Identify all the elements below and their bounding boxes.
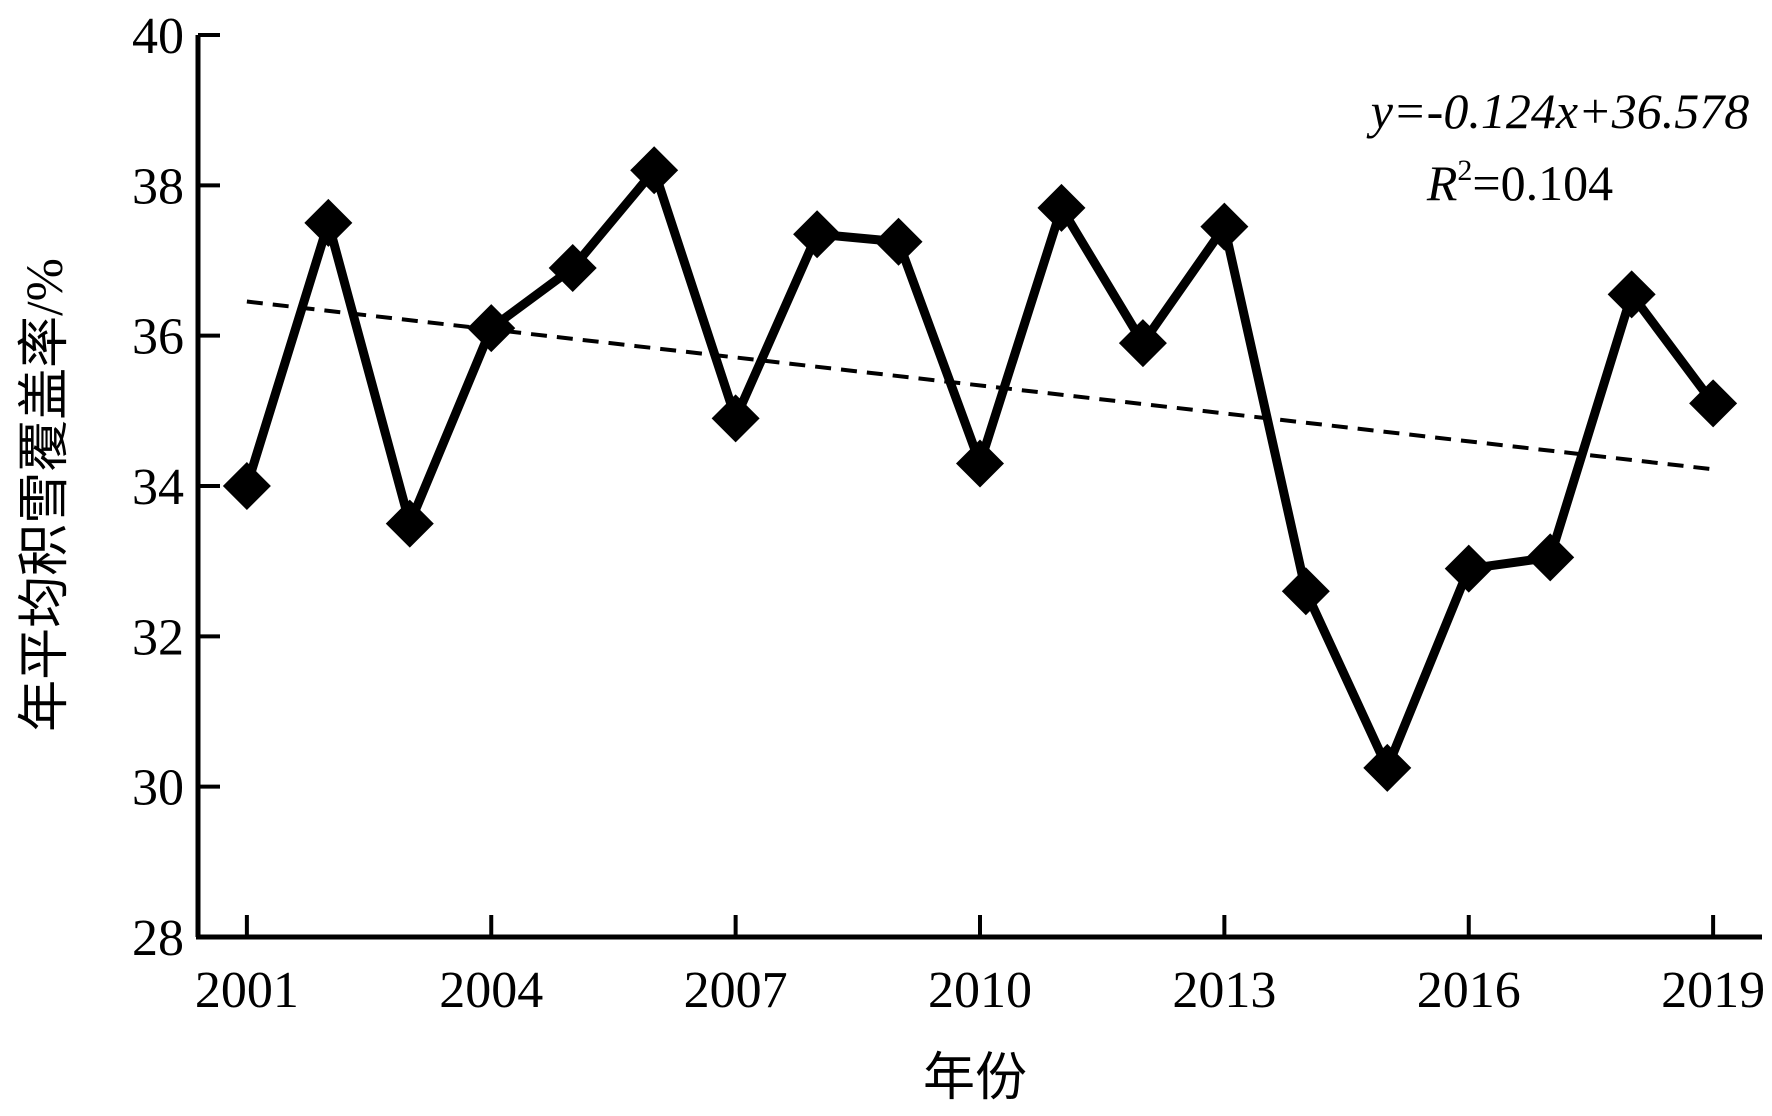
data-point-marker xyxy=(1118,319,1167,368)
data-point-marker xyxy=(874,217,923,266)
data-point-marker xyxy=(385,499,434,548)
data-point-marker xyxy=(1444,544,1493,593)
y-tick-label: 36 xyxy=(132,309,184,366)
r2-symbol: R xyxy=(1426,155,1458,211)
x-tick-label: 2007 xyxy=(684,962,788,1019)
r2-value: =0.104 xyxy=(1472,155,1613,211)
x-tick-label: 2001 xyxy=(195,962,299,1019)
y-tick-label: 32 xyxy=(132,609,184,666)
r-squared-label: R2=0.104 xyxy=(1426,154,1613,211)
y-axis-title: 年平均积雪覆盖率/% xyxy=(17,258,74,732)
x-tick-label: 2019 xyxy=(1661,962,1765,1019)
data-point-marker xyxy=(1037,183,1086,232)
y-tick-label: 38 xyxy=(132,158,184,215)
r2-superscript: 2 xyxy=(1457,154,1472,187)
data-point-marker xyxy=(548,244,597,293)
y-tick-label: 28 xyxy=(132,910,184,967)
data-point-marker xyxy=(1200,202,1249,251)
x-tick-label: 2016 xyxy=(1417,962,1521,1019)
data-point-marker xyxy=(630,146,679,195)
markers-group xyxy=(222,146,1738,792)
y-tick-label: 34 xyxy=(132,459,184,516)
trendline-equation: y=-0.124x+36.578 xyxy=(1366,83,1750,139)
data-point-marker xyxy=(1689,379,1738,428)
y-ticks: 28 30 32 34 36 38 40 xyxy=(132,8,220,967)
data-point-marker xyxy=(956,439,1004,488)
data-point-marker xyxy=(1281,567,1330,616)
y-tick-label: 40 xyxy=(132,8,184,65)
data-point-marker xyxy=(304,198,353,247)
data-point-marker xyxy=(793,210,842,259)
y-tick-label: 30 xyxy=(132,760,184,817)
x-axis-title: 年份 xyxy=(923,1050,1027,1107)
x-tick-label: 2013 xyxy=(1172,962,1276,1019)
data-point-marker xyxy=(1363,743,1412,792)
data-point-marker xyxy=(1607,270,1656,319)
data-point-marker xyxy=(467,304,516,353)
data-point-marker xyxy=(222,462,271,510)
x-ticks: 2001 2004 2007 2010 2013 2016 2019 xyxy=(195,915,1765,1019)
data-point-marker xyxy=(711,394,760,443)
x-tick-label: 2010 xyxy=(928,962,1032,1019)
data-point-marker xyxy=(1526,533,1575,582)
x-tick-label: 2004 xyxy=(439,962,543,1019)
